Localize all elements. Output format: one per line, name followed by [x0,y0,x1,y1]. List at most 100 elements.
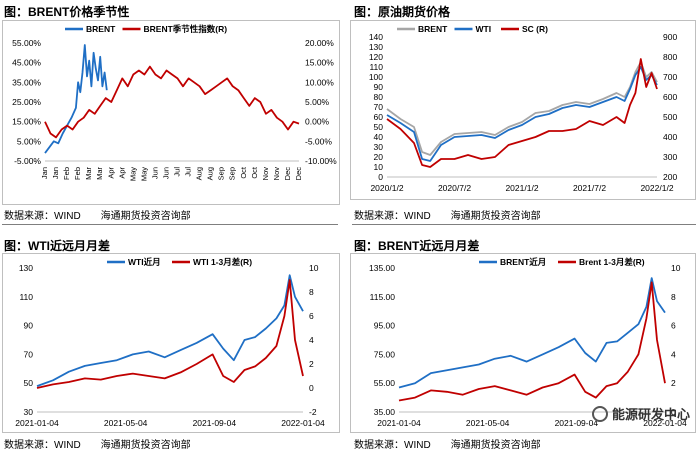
legend-label-0: WTI近月 [128,257,161,267]
x-tick-label: Nov [272,167,281,181]
x-tick-label: Feb [62,167,71,180]
x-tick-label: Dec [294,167,303,181]
y-right-tick-label: 2 [671,378,676,388]
x-tick-label: Apr [106,166,115,178]
x-tick-label: Jul [184,167,193,177]
y-right-tick-label: -2 [309,407,317,417]
y-left-tick-label: 130 [369,42,383,52]
panel-2-title: 图：WTI近远月月差 [4,239,110,253]
y-right-tick-label: 20.00% [305,38,334,48]
y-left-tick-label: 5.00% [17,136,42,146]
legend-label-1: WTI 1-3月差(R) [193,257,252,267]
y-left-tick-label: 30 [24,407,34,417]
wechat-icon [591,405,608,422]
y-left-tick-label: 55.00% [12,38,41,48]
panel-3-title: 图：BRENT近远月月差 [354,239,480,253]
series-line-2 [386,58,658,168]
y-right-tick-label: 300 [663,152,677,162]
y-left-tick-label: 50 [374,122,384,132]
panel-1-title: 图：原油期货价格 [354,5,451,19]
y-right-tick-label: 4 [309,335,314,345]
x-tick-label: 2021/7/2 [573,183,606,193]
y-left-tick-label: 120 [369,52,383,62]
y-left-tick-label: 70 [374,102,384,112]
series-line-0 [386,61,658,156]
y-right-tick-label: 6 [671,321,676,331]
x-tick-label: 2020/7/2 [438,183,471,193]
y-right-tick-label: 4 [671,349,676,359]
panel-2-plot: 130 110 90 70 50 30 10 8 6 4 2 0 -2 2021-01-04 2021-05… [2,253,340,433]
x-tick-label: 2022-01-04 [643,418,687,428]
x-tick-label: 2021-05-04 [104,418,148,428]
x-tick-label: 2022/1/2 [640,183,673,193]
y-left-tick-label: 35.00% [12,77,41,87]
x-tick-label: Apr [117,166,126,178]
x-tick-label: Aug [195,167,204,180]
y-left-tick-label: 55.00 [374,378,396,388]
y-left-tick-label: 140 [369,32,383,42]
y-left-tick-label: 110 [19,292,33,302]
y-left-tick-label: 115.00 [370,292,396,302]
y-right-tick-label: 700 [663,72,677,82]
watermark-text: 能源研发中心 [611,407,690,422]
panel-3-source: 数据来源：WIND 海通期货投资咨询部 [354,440,541,451]
y-right-tick-label: 8 [671,292,676,302]
y-left-tick-label: 40 [374,132,384,142]
x-tick-label: Jun [150,167,159,179]
x-tick-label: Mar [84,167,93,180]
y-right-tick-label: 8 [309,287,314,297]
panel-3-chart: 135.00115.0095.0075.0055.0035.0010864202… [369,257,687,428]
y-left-tick-label: 35.00 [374,407,396,417]
y-right-tick-label: 600 [663,92,677,102]
x-tick-label: Sep [217,167,226,180]
x-tick-label: 2021-01-04 [377,418,421,428]
y-left-tick-label: 15.00% [12,117,41,127]
y-left-tick-label: 110 [369,62,383,72]
x-tick-label: Jan [40,167,49,179]
x-tick-label: Oct [239,166,248,179]
legend-label-1: BRENT季节性指数(R) [144,24,228,34]
y-right-tick-label: -5.00% [305,136,332,146]
y-right-tick-label: 500 [663,112,677,122]
panel-0-title: 图：BRENT价格季节性 [4,5,130,19]
y-left-tick-label: 25.00% [12,97,41,107]
y-right-tick-label: 10 [671,263,681,273]
y-right-tick-label: -10.00% [305,156,337,166]
y-right-tick-label: 0.00% [305,117,330,127]
x-tick-label: May [139,167,148,181]
watermark: 能源研发中心 [591,404,690,423]
y-left-tick-label: 70 [24,349,34,359]
y-right-tick-label: 400 [663,132,677,142]
y-right-tick-label: 200 [663,172,677,182]
y-right-tick-label: 0 [671,407,676,417]
y-right-tick-label: 900 [663,32,677,42]
x-tick-label: Jul [173,167,182,177]
series-line-1 [36,279,304,389]
legend-label-0: BRENT近月 [500,257,546,267]
y-right-tick-label: 6 [309,311,314,321]
series-line-1 [398,281,666,402]
x-tick-label: Aug [206,167,215,180]
x-tick-label: Sep [228,167,237,180]
y-right-tick-label: 5.00% [305,97,330,107]
x-tick-label: 2021-09-04 [193,418,237,428]
x-tick-label: 2020/1/2 [370,183,403,193]
y-left-tick-label: 75.00 [374,349,396,359]
y-right-tick-label: 15.00% [305,58,334,68]
panel-1-chart: 1401301201101009080706050403020100900800… [369,24,678,193]
y-left-tick-label: 0 [378,172,383,182]
x-tick-label: Jun [161,167,170,179]
x-tick-label: Mar [95,167,104,180]
legend-label-1: WTI [476,24,492,34]
x-tick-label: 2021/1/2 [505,183,538,193]
panel-1-plot: 140 130 120 110 100 90 80 70 60 50 40 30 20 10 0 900 800… [350,20,696,200]
y-left-tick-label: 100 [369,72,383,82]
legend-label-0: BRENT [86,24,116,34]
x-tick-label: 2021-05-04 [466,418,510,428]
y-left-tick-label: 50 [24,378,34,388]
legend-label-0: BRENT [418,24,448,34]
y-right-tick-label: 800 [663,52,677,62]
y-left-tick-label: 130 [19,263,33,273]
x-tick-label: 2022-01-04 [281,418,325,428]
y-left-tick-label: 90 [24,321,34,331]
